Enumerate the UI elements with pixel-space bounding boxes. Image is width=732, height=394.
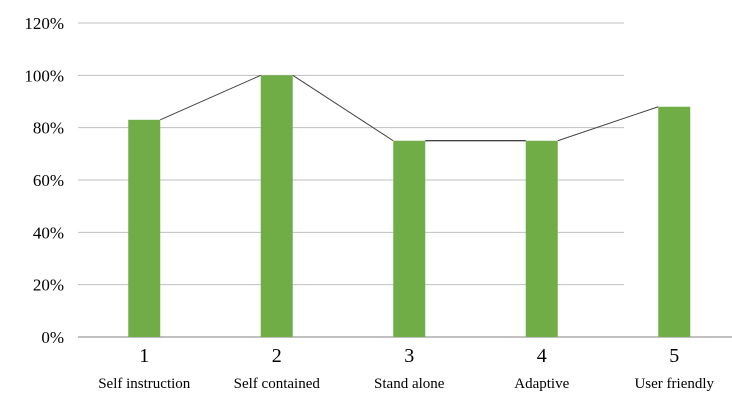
overlay-line-segment bbox=[160, 74, 261, 121]
x-tick-label: Self instruction bbox=[98, 376, 191, 392]
bar bbox=[393, 140, 426, 337]
y-tick-label: 0% bbox=[41, 328, 64, 347]
x-tick-label: User friendly bbox=[634, 376, 714, 392]
y-tick-label: 100% bbox=[24, 66, 64, 85]
x-tick-number: 3 bbox=[404, 345, 414, 367]
x-tick-number: 2 bbox=[272, 345, 282, 367]
bar bbox=[128, 119, 161, 337]
overlay-line bbox=[160, 74, 659, 142]
y-tick-label: 40% bbox=[33, 223, 64, 242]
y-tick-label: 20% bbox=[33, 276, 64, 295]
x-tick-number: 1 bbox=[139, 345, 149, 367]
x-tick-label: Self contained bbox=[234, 376, 321, 392]
bar bbox=[525, 140, 558, 337]
y-axis-tick-labels: 0% 20% 40% 60% 80% 100% 120% bbox=[24, 14, 64, 347]
x-tick-number: 4 bbox=[537, 345, 547, 367]
y-tick-label: 80% bbox=[33, 119, 64, 138]
overlay-line-segment bbox=[292, 74, 394, 142]
x-axis-tick-labels: 1 Self instruction 2 Self contained 3 Stand a… bbox=[98, 345, 714, 392]
bar bbox=[658, 106, 691, 337]
x-tick-number: 5 bbox=[669, 345, 679, 367]
x-tick-label: Adaptive bbox=[514, 376, 569, 392]
y-tick-label: 120% bbox=[24, 14, 64, 33]
x-tick-label: Stand alone bbox=[374, 376, 445, 392]
overlay-line-segment bbox=[557, 106, 659, 142]
y-tick-label: 60% bbox=[33, 171, 64, 190]
bars bbox=[128, 75, 691, 337]
bar bbox=[260, 75, 293, 337]
